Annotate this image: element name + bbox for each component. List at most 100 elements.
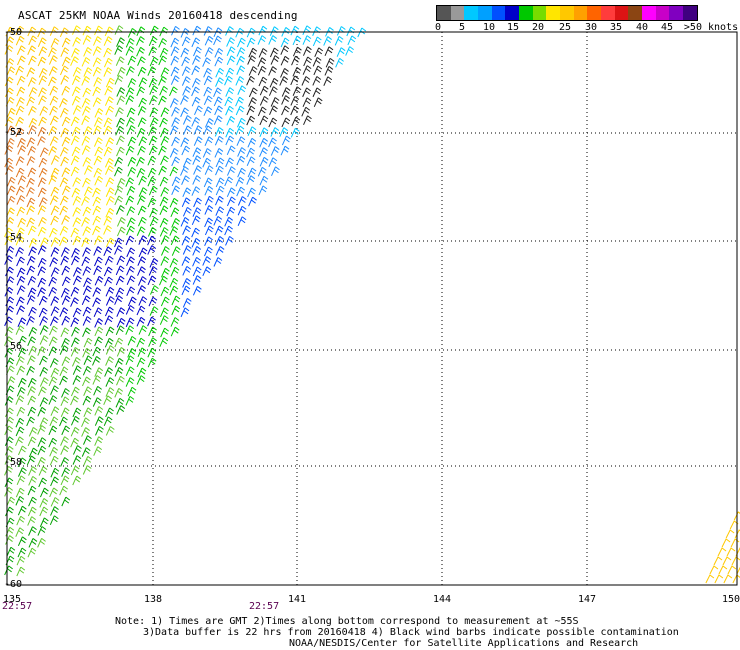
wind-barb bbox=[94, 108, 104, 118]
wind-barb bbox=[171, 117, 180, 127]
wind-barb bbox=[169, 125, 179, 136]
wind-barb bbox=[71, 47, 80, 58]
wind-barb bbox=[26, 96, 36, 107]
wind-barb bbox=[215, 67, 225, 78]
wind-barb bbox=[180, 307, 190, 318]
wind-barb bbox=[257, 106, 267, 117]
wind-barb bbox=[93, 155, 103, 166]
wind-barb bbox=[247, 137, 257, 148]
wind-barb bbox=[82, 35, 92, 45]
wind-barb bbox=[5, 535, 14, 545]
wind-barb bbox=[292, 66, 302, 77]
wind-barb bbox=[226, 187, 236, 197]
wind-barb bbox=[37, 56, 47, 67]
wind-barb bbox=[171, 218, 181, 228]
wind-barb bbox=[5, 365, 15, 375]
wind-barb bbox=[4, 316, 13, 327]
wind-barb bbox=[192, 246, 202, 256]
wind-barb bbox=[38, 295, 48, 306]
wind-barb bbox=[92, 205, 102, 216]
wind-barb bbox=[37, 445, 47, 456]
wind-barb bbox=[38, 477, 48, 488]
wind-barb bbox=[148, 326, 157, 337]
wind-barb bbox=[346, 26, 356, 37]
wind-barb bbox=[116, 375, 125, 386]
wind-barb bbox=[158, 55, 168, 66]
wind-barb bbox=[6, 107, 16, 118]
wind-barb bbox=[16, 45, 26, 55]
wind-barb bbox=[60, 457, 69, 467]
wind-barb bbox=[27, 225, 37, 236]
pass-time-label: 22:57 bbox=[2, 601, 33, 612]
wind-barb bbox=[6, 376, 16, 386]
wind-barb bbox=[236, 186, 246, 197]
wind-barb bbox=[257, 65, 267, 76]
wind-barb bbox=[70, 56, 79, 66]
wind-barb bbox=[158, 76, 167, 86]
wind-barb bbox=[160, 107, 170, 117]
wind-barb bbox=[202, 148, 212, 158]
wind-barb bbox=[59, 98, 68, 108]
wind-barb bbox=[160, 246, 170, 256]
wind-barb bbox=[268, 157, 278, 167]
wind-barb bbox=[191, 77, 201, 88]
wind-barb bbox=[226, 46, 236, 56]
wind-barb bbox=[280, 68, 289, 78]
colorbar-swatch bbox=[587, 6, 602, 20]
wind-barb bbox=[125, 177, 135, 187]
wind-barb bbox=[5, 305, 14, 316]
wind-barb bbox=[37, 456, 46, 467]
wind-barb bbox=[726, 547, 736, 557]
wind-barb bbox=[70, 135, 80, 146]
wind-barb bbox=[38, 386, 47, 397]
wind-barb bbox=[114, 387, 124, 398]
wind-barb bbox=[204, 118, 214, 128]
wind-barb bbox=[125, 145, 135, 156]
wind-barb bbox=[27, 506, 37, 517]
wind-barb bbox=[169, 98, 179, 108]
wind-barb bbox=[170, 326, 180, 337]
wind-barb bbox=[225, 157, 234, 168]
wind-barb bbox=[94, 25, 103, 36]
wind-barb bbox=[705, 574, 715, 584]
wind-barb bbox=[105, 137, 115, 147]
wind-barb bbox=[49, 105, 58, 116]
wind-barb bbox=[224, 96, 234, 107]
wind-barb bbox=[17, 505, 27, 516]
wind-barb bbox=[104, 306, 114, 317]
wind-barb bbox=[15, 116, 25, 127]
wind-barb bbox=[138, 247, 148, 258]
wind-barb bbox=[235, 27, 245, 38]
wind-barb bbox=[83, 67, 93, 77]
wind-barb bbox=[16, 96, 25, 107]
wind-barb bbox=[158, 95, 167, 106]
wind-barb bbox=[116, 66, 126, 77]
wind-barb bbox=[94, 406, 104, 416]
wind-barb bbox=[40, 237, 49, 247]
wind-barb bbox=[94, 235, 103, 246]
wind-barb bbox=[149, 25, 159, 36]
wind-barb bbox=[170, 317, 180, 327]
wind-barb bbox=[50, 215, 60, 226]
wind-barb bbox=[125, 87, 135, 97]
wind-barb bbox=[169, 166, 179, 177]
wind-barb bbox=[16, 515, 26, 526]
colorbar-tick: 15 bbox=[506, 22, 520, 33]
lon-label: 138 bbox=[143, 594, 163, 605]
wind-barb bbox=[180, 137, 190, 148]
wind-barb bbox=[82, 87, 92, 98]
wind-barb bbox=[180, 47, 190, 58]
wind-barb bbox=[148, 36, 158, 47]
wind-barb bbox=[38, 116, 48, 127]
wind-barb bbox=[26, 156, 36, 166]
wind-barb bbox=[204, 225, 214, 236]
wind-barb bbox=[59, 205, 69, 216]
wind-barb bbox=[357, 27, 367, 38]
wind-barb bbox=[38, 157, 48, 168]
wind-barb bbox=[159, 337, 169, 348]
wind-barb bbox=[147, 357, 157, 368]
wind-barb bbox=[61, 116, 71, 127]
wind-barb bbox=[236, 155, 246, 166]
wind-barb bbox=[718, 565, 728, 575]
wind-barb bbox=[103, 36, 113, 46]
